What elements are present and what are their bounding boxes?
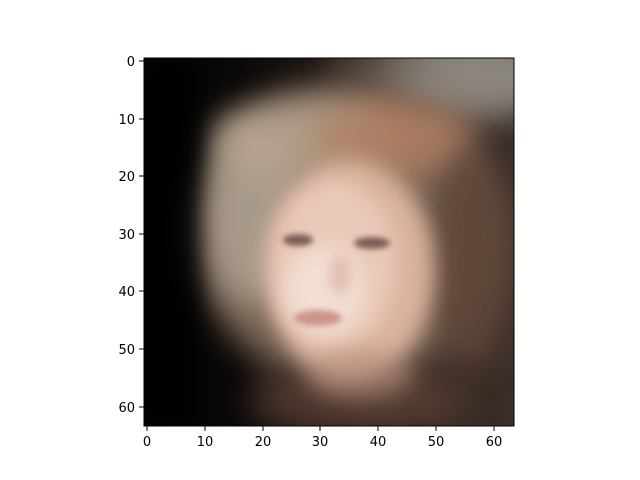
face-image [144, 58, 514, 426]
y-tick-label: 30 [118, 228, 135, 243]
y-tick-label: 0 [127, 55, 135, 70]
x-tick-label: 50 [428, 435, 445, 450]
x-tick-label: 60 [486, 435, 503, 450]
x-tick-label: 20 [255, 435, 272, 450]
y-tick-label: 40 [118, 285, 135, 300]
axes-frame [143, 57, 515, 427]
x-tick-label: 10 [197, 435, 214, 450]
x-tick-label: 0 [143, 435, 151, 450]
y-tick-label: 50 [118, 343, 135, 358]
x-axis: 0 10 20 30 40 50 60 [143, 426, 502, 450]
y-tick-label: 60 [118, 401, 135, 416]
x-tick-label: 40 [370, 435, 387, 450]
y-tick-label: 20 [118, 170, 135, 185]
y-tick-label: 10 [118, 113, 135, 128]
y-axis: 0 10 20 30 40 50 60 [118, 55, 144, 416]
x-tick-label: 30 [312, 435, 329, 450]
